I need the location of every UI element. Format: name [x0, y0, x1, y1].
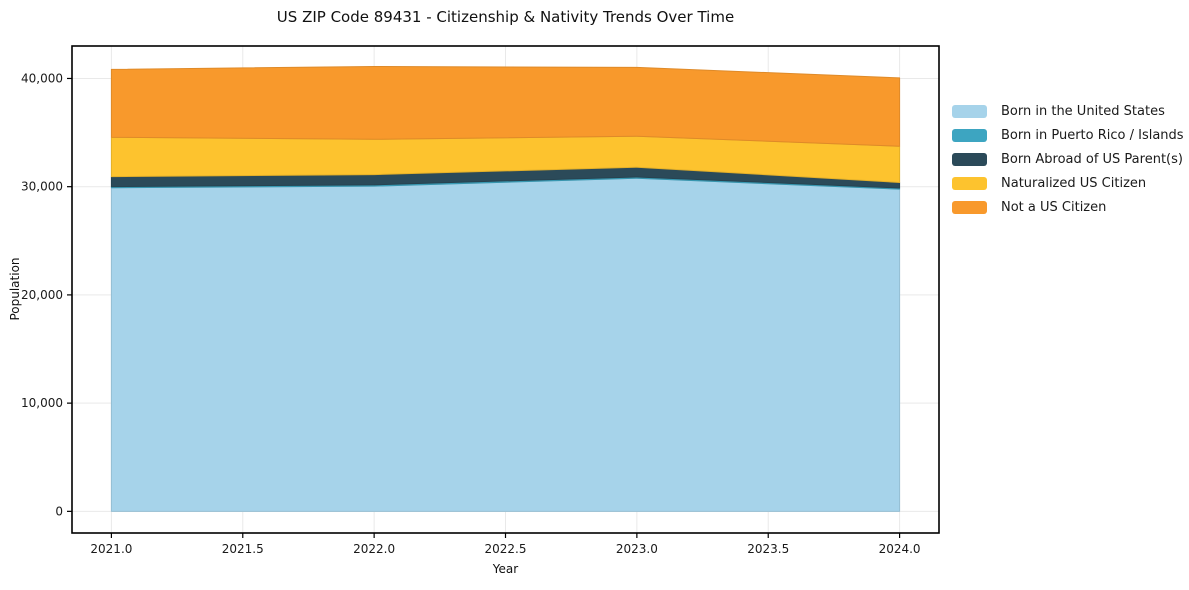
x-tick-label: 2022.5	[485, 542, 527, 556]
legend-label: Naturalized US Citizen	[1001, 175, 1147, 191]
x-axis-label: Year	[492, 562, 519, 576]
legend-swatch	[952, 128, 987, 142]
y-tick-label: 30,000	[21, 180, 63, 194]
area-series-4	[110, 65, 901, 147]
legend-swatch	[952, 104, 987, 118]
y-tick-label: 40,000	[21, 71, 63, 85]
area-series-0	[110, 177, 901, 512]
x-tick-label: 2024.0	[879, 542, 921, 556]
y-axis-label: Population	[8, 257, 22, 321]
legend-item: Born in the United States	[952, 103, 1184, 119]
legend-label: Not a US Citizen	[1001, 199, 1107, 215]
legend: Born in the United States Born in Puerto …	[952, 104, 1184, 224]
legend-label: Born Abroad of US Parent(s)	[1001, 151, 1183, 167]
legend-item: Born Abroad of US Parent(s)	[952, 151, 1184, 167]
y-tick-label: 10,000	[21, 396, 63, 410]
x-tick-label: 2021.5	[222, 542, 264, 556]
legend-label: Born in the United States	[1001, 103, 1165, 119]
x-tick-label: 2021.0	[90, 542, 132, 556]
legend-swatch	[952, 176, 987, 190]
legend-label: Born in Puerto Rico / Islands	[1001, 127, 1184, 143]
legend-swatch	[952, 200, 987, 214]
x-tick-label: 2022.0	[353, 542, 395, 556]
legend-item: Naturalized US Citizen	[952, 175, 1184, 191]
x-tick-label: 2023.0	[616, 542, 658, 556]
y-tick-label: 0	[55, 504, 63, 518]
y-tick-label: 20,000	[21, 288, 63, 302]
x-tick-label: 2023.5	[747, 542, 789, 556]
legend-item: Born in Puerto Rico / Islands	[952, 127, 1184, 143]
legend-swatch	[952, 152, 987, 166]
chart-title: US ZIP Code 89431 - Citizenship & Nativi…	[276, 8, 735, 26]
legend-item: Not a US Citizen	[952, 199, 1184, 215]
